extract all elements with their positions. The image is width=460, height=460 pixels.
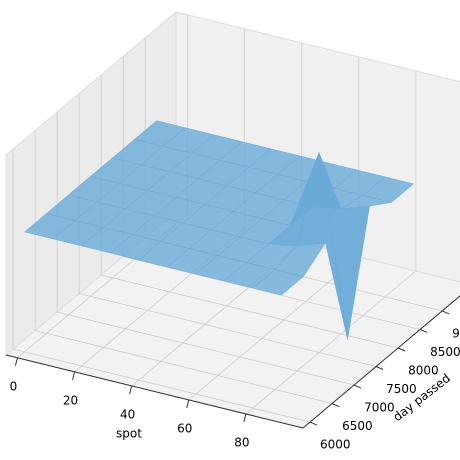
y-tick-label: 6500: [342, 419, 373, 433]
x-tick-label: 80: [234, 435, 249, 449]
y-tick-label: 7500: [386, 382, 417, 396]
tick-mark: [331, 403, 340, 408]
x-axis-label: spot: [116, 427, 142, 441]
tick-mark: [419, 328, 428, 333]
tick-mark: [14, 357, 18, 366]
grid-line: [245, 71, 417, 415]
x-tick-label: 60: [177, 421, 192, 435]
surface-patch: [252, 269, 305, 296]
tick-mark: [129, 385, 133, 395]
x-axis-line: [5, 354, 304, 429]
y-tick-label: 9: [452, 326, 460, 340]
y-tick-label: 8000: [408, 363, 439, 377]
surface: [23, 120, 415, 340]
y-tick-label: 7000: [364, 401, 395, 415]
tick-mark: [375, 366, 384, 370]
tick-mark: [72, 371, 76, 380]
x-tick-label: 40: [120, 407, 135, 421]
tick-mark: [441, 310, 450, 315]
grid-line: [12, 149, 311, 423]
y-tick-label: 6000: [320, 438, 351, 452]
grid-line: [34, 130, 333, 404]
tick-mark: [397, 347, 406, 352]
y-axis-line: [302, 295, 460, 429]
x-tick-label: 0: [10, 379, 18, 393]
grid-line: [122, 56, 421, 330]
grid-line: [56, 112, 355, 386]
tick-mark: [186, 399, 190, 409]
y-tick-label: 8500: [430, 345, 460, 359]
grid-line: [78, 93, 377, 367]
tick-mark: [309, 421, 318, 426]
grid-line: [100, 75, 399, 349]
tick-mark: [243, 413, 247, 423]
tick-mark: [353, 384, 362, 389]
x-tick-label: 20: [63, 393, 78, 407]
y-axis-label: day passed: [390, 371, 452, 424]
ticks: 0 20 40 60 80 6000 6500 7000 7500 8000 8500 9: [5, 295, 460, 452]
